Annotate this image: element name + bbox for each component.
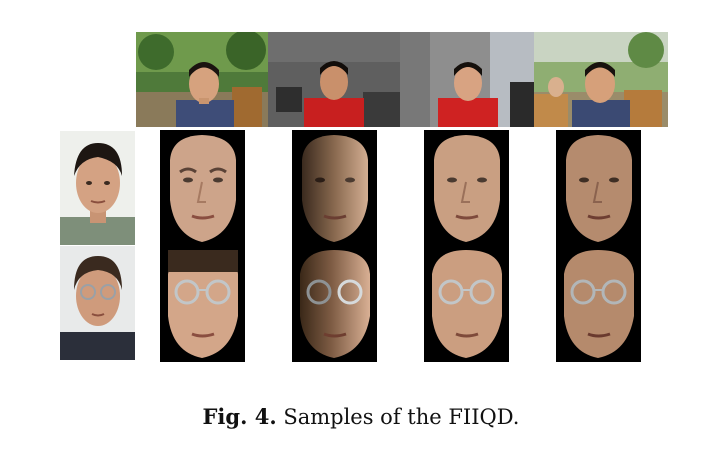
warped-face-1-4 [556, 130, 641, 246]
figure-label: Fig. 4. [202, 404, 277, 429]
caption-text: Samples of the FIIQD. [276, 405, 520, 429]
scene-image-3 [400, 32, 534, 127]
warped-face-2-4 [556, 246, 641, 362]
reference-face-1 [60, 131, 135, 245]
scene-image-4 [534, 32, 668, 127]
warped-face-1-3 [424, 130, 509, 246]
scene-image-1 [136, 32, 268, 127]
warped-face-1-1 [160, 130, 245, 246]
scene-image-2 [268, 32, 400, 127]
warped-face-1-2 [292, 130, 377, 246]
reference-face-2 [60, 246, 135, 360]
warped-face-2-1 [160, 246, 245, 362]
figure-caption: Fig. 4. Samples of the FIIQD. [0, 404, 722, 429]
warped-face-2-3 [424, 246, 509, 362]
warped-face-2-2 [292, 246, 377, 362]
